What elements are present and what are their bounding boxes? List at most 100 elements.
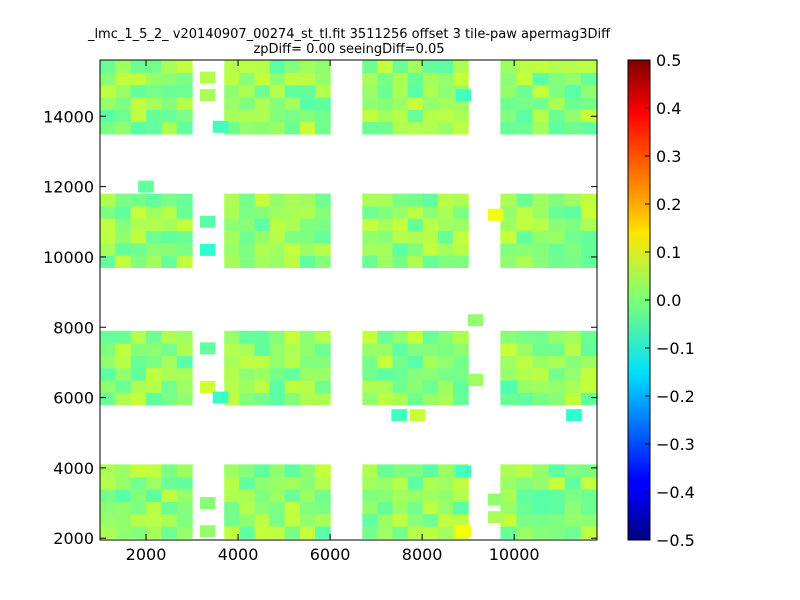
heatmap-cell — [299, 218, 316, 232]
heatmap-cell — [100, 205, 116, 219]
heatmap-cell — [314, 489, 331, 502]
heatmap-cell — [146, 380, 162, 393]
heatmap-cell — [580, 205, 598, 219]
heatmap-cell — [564, 464, 582, 478]
heatmap-cell-outlier — [199, 89, 216, 102]
heatmap-cell — [100, 513, 116, 527]
heatmap-cell — [130, 501, 147, 515]
heatmap-cell — [392, 513, 409, 527]
heatmap-cell — [437, 230, 454, 244]
heatmap-cell — [453, 255, 469, 269]
chart-title-line1: _lmc_1_5_2_ v20140907_00274_st_tl.fit 35… — [87, 27, 611, 42]
heatmap-cell — [146, 513, 162, 527]
heatmap-cell-outlier — [212, 391, 229, 404]
heatmap-cell — [100, 218, 116, 232]
heatmap-cell — [284, 60, 301, 73]
heatmap-cell — [437, 501, 454, 515]
heatmap-cell — [161, 330, 178, 344]
heatmap-cell — [299, 96, 316, 110]
heatmap-cell — [500, 489, 518, 502]
heatmap-cell — [224, 230, 240, 244]
heatmap-cell — [564, 355, 582, 369]
heatmap-cell — [516, 242, 534, 256]
heatmap-cell — [130, 72, 147, 86]
heatmap-cell — [269, 242, 286, 256]
heatmap-cell — [146, 121, 162, 135]
heatmap-cell — [100, 193, 116, 207]
heatmap-cell — [161, 230, 178, 244]
heatmap-cell-outlier — [566, 409, 582, 422]
heatmap-cell — [437, 121, 454, 135]
heatmap-cell — [269, 109, 286, 123]
heatmap-cell — [269, 501, 286, 515]
heatmap-cell — [224, 367, 240, 381]
heatmap-cell — [422, 489, 439, 502]
heatmap-cell — [115, 392, 132, 406]
heatmap-cell — [115, 355, 132, 369]
heatmap-cell — [161, 489, 178, 502]
heatmap-cell — [100, 343, 116, 356]
heatmap-cell — [377, 230, 394, 244]
heatmap-cell — [362, 476, 379, 490]
heatmap-cell-outlier — [138, 180, 154, 193]
heatmap-cell — [516, 230, 534, 244]
heatmap-cell — [532, 205, 550, 219]
heatmap-cell — [362, 489, 379, 502]
heatmap-cell — [407, 392, 424, 406]
heatmap-cell — [407, 464, 424, 478]
heatmap-cell — [115, 72, 132, 86]
heatmap-cell — [284, 242, 301, 256]
x-tick-label: 4000 — [218, 545, 259, 564]
heatmap-cell — [548, 380, 566, 393]
heatmap-cell — [377, 476, 394, 490]
heatmap-cell — [516, 218, 534, 232]
heatmap-cell — [161, 343, 178, 356]
heatmap-cell — [239, 109, 256, 123]
heatmap-cell-outlier — [455, 465, 472, 478]
heatmap-cell — [100, 525, 116, 539]
heatmap-cell — [176, 84, 193, 98]
heatmap-cell — [130, 60, 147, 73]
heatmap-cell — [239, 343, 256, 356]
heatmap-cell — [377, 513, 394, 527]
chart-title-line2: zpDiff= 0.00 seeingDiff=0.05 — [253, 42, 444, 57]
colorbar-tick-label: −0.4 — [656, 483, 695, 502]
heatmap-cell — [239, 476, 256, 490]
heatmap-cell — [224, 355, 240, 369]
heatmap-cell — [161, 525, 178, 539]
heatmap-cell — [269, 60, 286, 73]
heatmap-cell — [377, 501, 394, 515]
heatmap-cell — [254, 230, 271, 244]
heatmap-cell — [115, 255, 132, 269]
heatmap-cell — [392, 96, 409, 110]
heatmap-cell — [564, 109, 582, 123]
heatmap-cell — [299, 60, 316, 73]
heatmap-cell — [115, 121, 132, 135]
heatmap-cell — [532, 255, 550, 269]
heatmap-cell — [407, 343, 424, 356]
heatmap-cell — [422, 230, 439, 244]
heatmap-cell — [532, 96, 550, 110]
heatmap-cell — [437, 464, 454, 478]
heatmap-cell — [392, 525, 409, 539]
heatmap-cell — [500, 60, 518, 73]
heatmap-cell — [516, 96, 534, 110]
heatmap-cell — [239, 205, 256, 219]
heatmap-cell — [239, 121, 256, 135]
heatmap-cell — [176, 242, 193, 256]
heatmap-cell — [176, 367, 193, 381]
heatmap-cell — [146, 367, 162, 381]
heatmap-cell — [362, 193, 379, 207]
heatmap-cell — [437, 84, 454, 98]
heatmap-cell — [224, 343, 240, 356]
heatmap-cell — [239, 525, 256, 539]
heatmap-cell — [176, 218, 193, 232]
heatmap-cell — [362, 380, 379, 393]
heatmap-cell — [130, 330, 147, 344]
heatmap-cell — [580, 355, 598, 369]
heatmap-cell — [580, 242, 598, 256]
heatmap-cell — [362, 464, 379, 478]
heatmap-cell — [377, 392, 394, 406]
heatmap-cell — [564, 330, 582, 344]
heatmap-cell — [146, 230, 162, 244]
